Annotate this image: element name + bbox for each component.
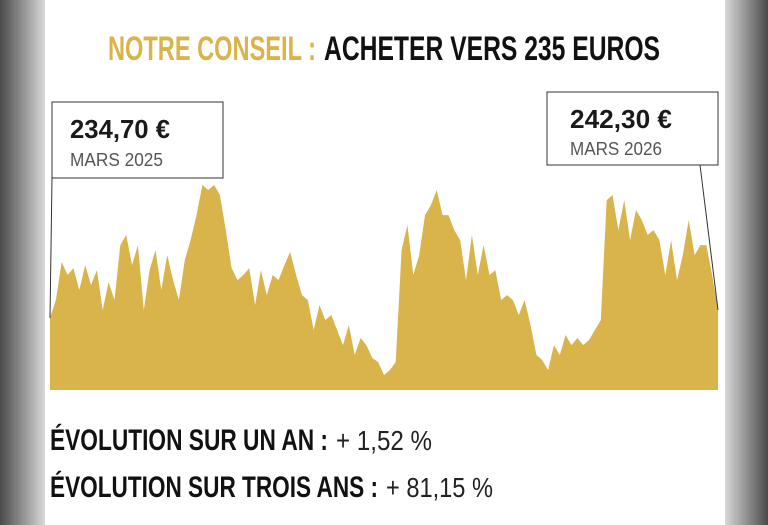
callout-box <box>51 101 224 179</box>
callout-box <box>546 91 719 166</box>
callout-date: MARS 2025 <box>70 150 163 170</box>
callout-value: 242,30 € <box>570 104 672 134</box>
area <box>50 185 718 390</box>
right-frame <box>725 0 768 525</box>
leader-line <box>699 164 719 310</box>
stat-label: ÉVOLUTION SUR UN AN : <box>50 423 328 457</box>
stat-value: + 1,52 % <box>336 425 432 456</box>
title: ACHETER VERS 235 EUROS <box>324 30 660 68</box>
left-frame <box>0 0 45 525</box>
plot <box>49 164 719 390</box>
callout-value: 234,70 € <box>70 114 170 144</box>
callout-date: MARS 2026 <box>570 139 662 159</box>
stat-label: ÉVOLUTION SUR TROIS ANS : <box>50 470 378 504</box>
title-lead: NOTRE CONSEIL : <box>108 30 316 68</box>
leader-line <box>49 177 53 318</box>
stat-value: + 81,15 % <box>386 472 493 503</box>
